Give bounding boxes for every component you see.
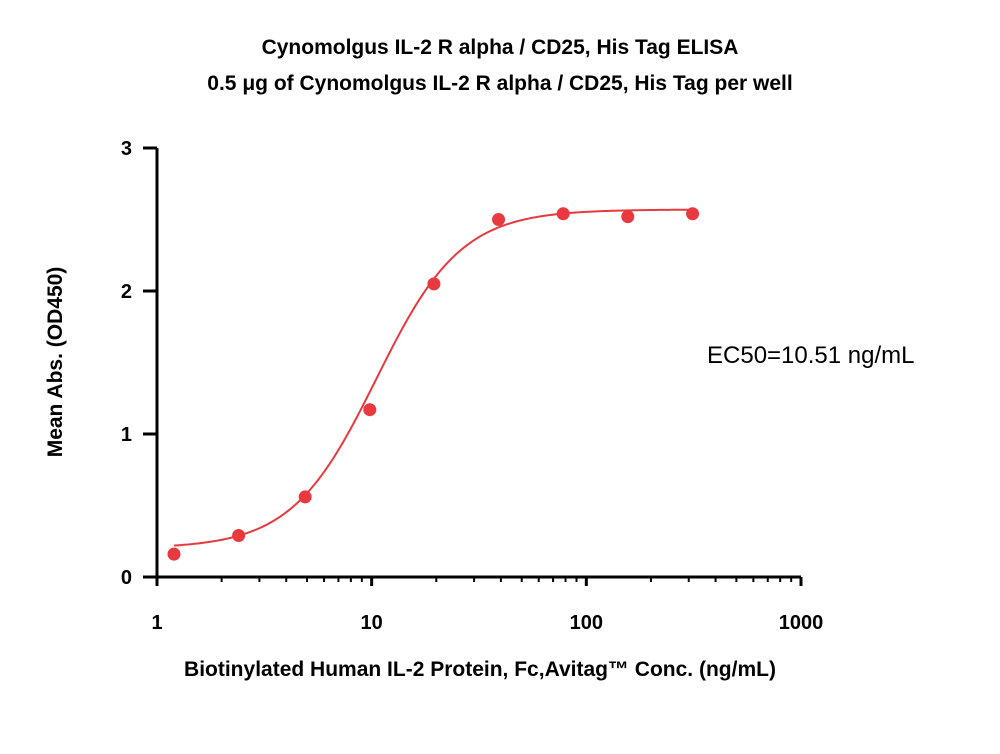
x-tick-label: 100 [570, 612, 603, 634]
y-tick-label: 0 [121, 567, 132, 589]
data-point [427, 277, 441, 291]
data-point [556, 207, 570, 221]
x-axis-label: Biotinylated Human IL-2 Protein, Fc,Avit… [184, 658, 776, 681]
chart-subtitle: 0.5 μg of Cynomolgus IL-2 R alpha / CD25… [207, 72, 793, 95]
x-tick-label: 1 [151, 612, 162, 634]
data-point [298, 490, 312, 504]
data-points [167, 207, 700, 561]
y-tick-label: 3 [121, 138, 132, 160]
data-point [167, 547, 181, 561]
data-point [686, 207, 700, 221]
ticks: 1 10 100 1000 0 1 2 3 [121, 138, 823, 634]
y-tick-label: 2 [121, 281, 132, 303]
axes [155, 148, 801, 579]
data-point [363, 403, 377, 417]
data-point [492, 213, 506, 226]
chart-title: Cynomolgus IL-2 R alpha / CD25, His Tag … [261, 36, 739, 59]
y-axis-label: Mean Abs. (OD450) [44, 267, 67, 458]
y-tick-label: 1 [121, 424, 132, 446]
x-tick-label: 1000 [779, 612, 824, 634]
data-point [621, 210, 635, 224]
ec50-annotation: EC50=10.51 ng/mL [707, 342, 914, 369]
fit-curve-layer [173, 208, 693, 547]
x-tick-label: 10 [361, 612, 383, 634]
fit-curve [173, 208, 693, 547]
data-point [232, 529, 246, 543]
